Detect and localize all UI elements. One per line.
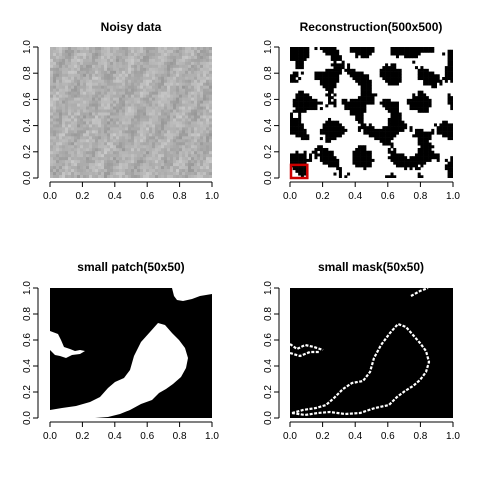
- x-tick-label: 0.6: [381, 191, 395, 202]
- small-patch-image: [50, 288, 212, 418]
- y-tick-label: 0.8: [263, 307, 274, 321]
- x-tick-label: 0.6: [140, 191, 154, 202]
- y-tick-label: 0.0: [22, 411, 33, 425]
- panel-small-mask: small mask(50x50) 0.0 0.2 0.4 0.6 0.8 1.0 0.0 0…: [263, 260, 460, 442]
- x-tick-label: 0.2: [316, 191, 330, 202]
- mask-background: [290, 288, 453, 418]
- x-tick-label: 1.0: [205, 191, 219, 202]
- highlight-box: [289, 163, 309, 180]
- small-mask-image: [290, 288, 431, 417]
- x-tick-label: 0.0: [43, 431, 57, 442]
- y-tick-label: 0.2: [22, 385, 33, 399]
- y-tick-label: 0.4: [22, 118, 33, 132]
- y-tick-label: 0.6: [22, 92, 33, 106]
- x-tick-label: 0.6: [381, 431, 395, 442]
- panel-noisy-data: Noisy data 0.0 0.2 0.4 0.6 0.8 1.0 0.0 0.2 0.4 0.…: [22, 20, 219, 202]
- y-tick-label: 0.8: [22, 66, 33, 80]
- patch-white-left: [50, 331, 85, 358]
- patch-white-center: [50, 323, 188, 418]
- y-tick-label: 0.6: [22, 333, 33, 347]
- chart-title: Reconstruction(500x500): [300, 20, 443, 34]
- x-tick-label: 0.8: [413, 191, 427, 202]
- panel-reconstruction: Reconstruction(500x500) 0.0 0.2 0.4 0.6 0.8 1…: [263, 20, 460, 202]
- x-tick-label: 0.0: [43, 191, 57, 202]
- x-tick-label: 0.8: [413, 431, 427, 442]
- chart-title: small patch(50x50): [77, 260, 184, 274]
- chart-title: small mask(50x50): [318, 260, 424, 274]
- y-tick-label: 1.0: [263, 281, 274, 295]
- y-tick-label: 1.0: [22, 40, 33, 54]
- y-tick-label: 0.4: [22, 359, 33, 373]
- x-tick-label: 0.8: [173, 191, 187, 202]
- y-tick-label: 0.8: [263, 66, 274, 80]
- x-tick-label: 0.2: [75, 191, 89, 202]
- y-tick-label: 0.0: [22, 171, 33, 185]
- panel-small-patch: small patch(50x50) 0.0 0.2 0.4 0.6 0.8 1.0 0.0…: [22, 260, 219, 442]
- chart-title: Noisy data: [101, 20, 162, 34]
- x-tick-label: 0.4: [348, 431, 362, 442]
- x-tick-label: 1.0: [446, 431, 460, 442]
- x-tick-label: 0.4: [108, 191, 122, 202]
- y-tick-label: 0.2: [263, 385, 274, 399]
- mask-edge-top: [410, 288, 429, 297]
- x-tick-label: 0.8: [173, 431, 187, 442]
- x-tick-label: 0.0: [283, 191, 297, 202]
- noisy-data-image: [50, 47, 212, 178]
- patch-white-top: [172, 288, 212, 301]
- y-tick-label: 0.0: [263, 171, 274, 185]
- y-tick-label: 0.6: [263, 92, 274, 106]
- x-tick-label: 0.6: [140, 431, 154, 442]
- x-tick-label: 0.2: [75, 431, 89, 442]
- y-tick-label: 1.0: [22, 281, 33, 295]
- x-tick-label: 0.4: [348, 191, 362, 202]
- y-tick-label: 0.0: [263, 411, 274, 425]
- reconstruction-image: [290, 47, 453, 178]
- y-tick-label: 0.6: [263, 333, 274, 347]
- mask-edge-left: [290, 343, 324, 358]
- x-tick-label: 0.0: [283, 431, 297, 442]
- y-tick-label: 0.4: [263, 359, 274, 373]
- y-tick-label: 0.2: [22, 144, 33, 158]
- y-tick-label: 1.0: [263, 40, 274, 54]
- y-tick-label: 0.2: [263, 144, 274, 158]
- mask-edge-center: [291, 322, 431, 417]
- x-tick-label: 0.4: [108, 431, 122, 442]
- x-tick-label: 1.0: [446, 191, 460, 202]
- y-tick-label: 0.8: [22, 307, 33, 321]
- x-tick-label: 0.2: [316, 431, 330, 442]
- x-tick-label: 1.0: [205, 431, 219, 442]
- y-tick-label: 0.4: [263, 118, 274, 132]
